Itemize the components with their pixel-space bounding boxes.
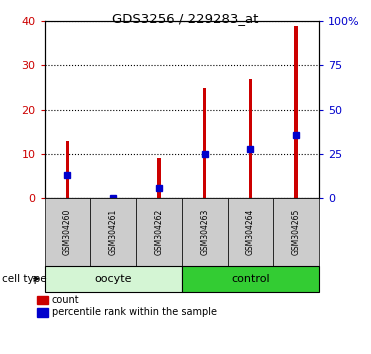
Text: oocyte: oocyte bbox=[94, 274, 132, 284]
Bar bbox=[157, 159, 161, 198]
Bar bbox=[249, 79, 252, 198]
Bar bbox=[294, 26, 298, 198]
Text: cell type: cell type bbox=[2, 274, 46, 284]
Text: control: control bbox=[231, 274, 270, 284]
Text: GDS3256 / 229283_at: GDS3256 / 229283_at bbox=[112, 12, 259, 25]
Text: GSM304265: GSM304265 bbox=[292, 209, 301, 255]
Bar bbox=[203, 88, 207, 198]
Text: GSM304263: GSM304263 bbox=[200, 209, 209, 255]
Text: GSM304262: GSM304262 bbox=[154, 209, 163, 255]
Text: GSM304260: GSM304260 bbox=[63, 209, 72, 255]
Text: GSM304261: GSM304261 bbox=[109, 209, 118, 255]
Text: percentile rank within the sample: percentile rank within the sample bbox=[52, 307, 217, 318]
Text: count: count bbox=[52, 295, 79, 305]
Text: GSM304264: GSM304264 bbox=[246, 209, 255, 255]
Bar bbox=[66, 141, 69, 198]
